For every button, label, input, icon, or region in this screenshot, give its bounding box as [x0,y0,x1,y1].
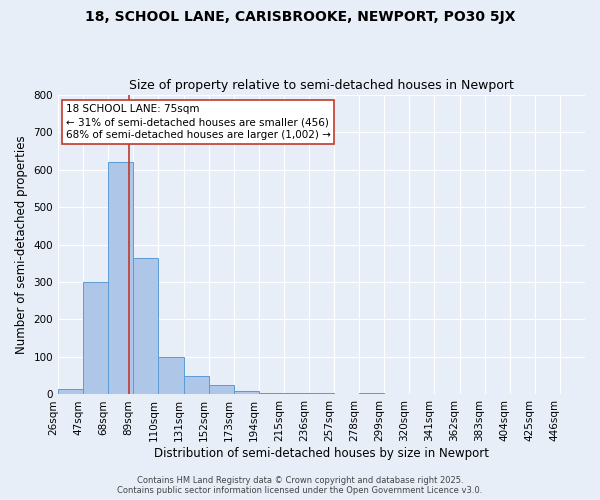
Bar [259,392,284,394]
Bar [133,258,158,394]
Bar [209,385,233,394]
Bar [184,376,209,394]
Bar [284,392,309,394]
Text: 18 SCHOOL LANE: 75sqm
← 31% of semi-detached houses are smaller (456)
68% of sem: 18 SCHOOL LANE: 75sqm ← 31% of semi-deta… [65,104,331,141]
Bar [233,390,259,394]
Bar [83,282,108,395]
Bar [58,389,83,394]
Y-axis label: Number of semi-detached properties: Number of semi-detached properties [15,135,28,354]
Bar [158,357,184,395]
X-axis label: Distribution of semi-detached houses by size in Newport: Distribution of semi-detached houses by … [154,447,489,460]
Text: Contains HM Land Registry data © Crown copyright and database right 2025.
Contai: Contains HM Land Registry data © Crown c… [118,476,482,495]
Bar [359,392,384,394]
Title: Size of property relative to semi-detached houses in Newport: Size of property relative to semi-detach… [129,79,514,92]
Bar [108,162,133,394]
Text: 18, SCHOOL LANE, CARISBROOKE, NEWPORT, PO30 5JX: 18, SCHOOL LANE, CARISBROOKE, NEWPORT, P… [85,10,515,24]
Bar [309,392,334,394]
